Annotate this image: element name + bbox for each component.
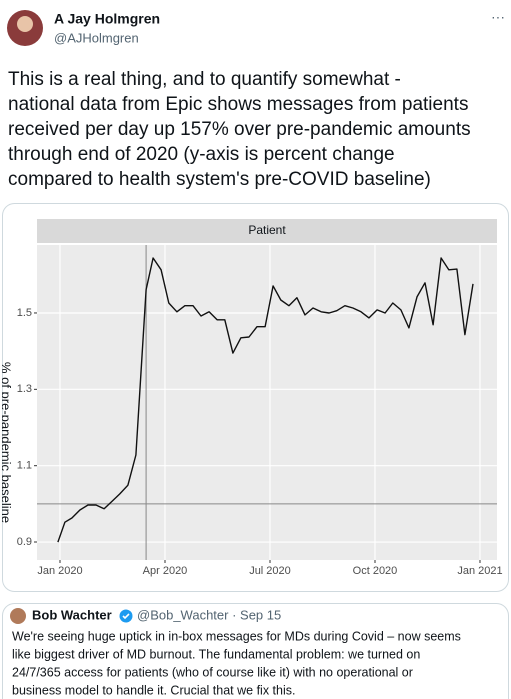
quoted-line: We're seeing huge uptick in in-box messa… [12, 629, 461, 643]
quoted-avatar [10, 608, 26, 624]
strip [37, 219, 497, 243]
y-axis-label: % of pre-pandemic baseline [0, 362, 14, 523]
y-tick-label: 1.3 [17, 383, 32, 395]
x-tick-label: Oct 2020 [353, 565, 398, 577]
y-tick-label: 0.9 [17, 536, 32, 548]
quoted-tweet[interactable] [2, 603, 509, 699]
x-tick-label: Jan 2021 [457, 565, 502, 577]
chart: Patient 0.9 1.1 1.3 1.5 Jan 2020 Apr 2020 Jul 2… [0, 219, 503, 577]
verified-check [122, 613, 130, 620]
panel-title: Patient [248, 223, 286, 237]
quoted-text: We're seeing huge uptick in in-box messa… [12, 629, 461, 697]
tweet-line: compared to health system's pre-COVID ba… [8, 169, 431, 190]
tweet-line: This is a real thing, and to quantify so… [8, 69, 401, 90]
tweet-line: through end of 2020 (y-axis is percent c… [8, 144, 395, 165]
menu[interactable]: ··· [491, 9, 505, 25]
x-tick-label: Apr 2020 [143, 565, 188, 577]
tweet-text: This is a real thing, and to quantify so… [8, 69, 471, 190]
quoted-name: Bob Wachter [32, 607, 112, 622]
quoted-meta: @Bob_Wachter · Sep 15 [137, 607, 281, 622]
x-tick-label: Jul 2020 [249, 565, 291, 577]
author-handle[interactable]: @AJHolmgren [54, 30, 139, 45]
quoted-line: 24/7/365 access for patients (who of cou… [12, 665, 413, 679]
tweet-line: received per day up 157% over pre-pandem… [8, 119, 471, 140]
y-tick-label: 1.5 [17, 307, 32, 319]
quoted-line: business model to handle it. Crucial tha… [12, 683, 295, 697]
x-tick-label: Jan 2020 [37, 565, 82, 577]
panel [37, 245, 497, 560]
tweet-line: national data from Epic shows messages f… [8, 94, 468, 115]
y-tick-label: 1.1 [17, 460, 32, 472]
quoted-line: like biggest driver of MD burnout. The f… [12, 647, 420, 661]
series-line [57, 257, 474, 543]
author-name[interactable]: A Jay Holmgren [54, 11, 160, 27]
avatar-face [17, 16, 33, 32]
